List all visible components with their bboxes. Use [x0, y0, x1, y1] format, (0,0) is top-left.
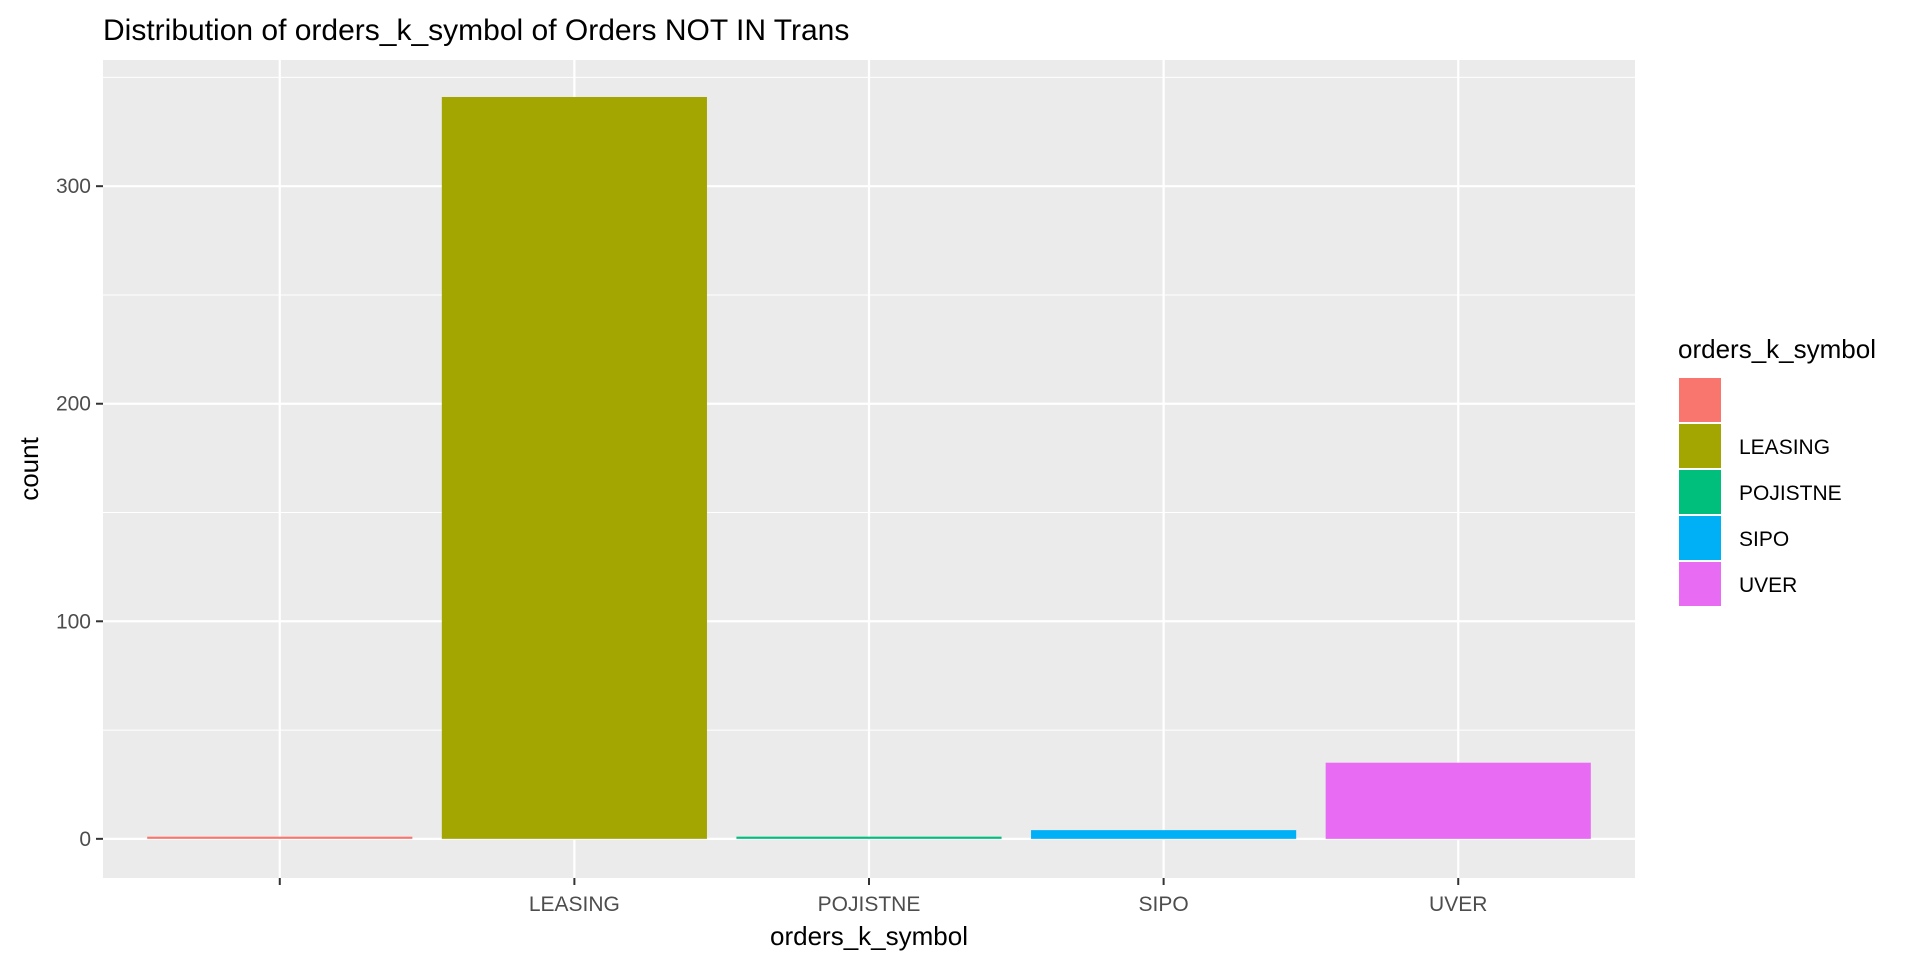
legend: orders_k_symbol LEASING POJISTNE SIPO UVER — [1677, 334, 1876, 608]
legend-title: orders_k_symbol — [1678, 334, 1876, 364]
bar-uver — [1325, 762, 1591, 839]
legend-key — [1677, 468, 1723, 516]
bar-sipo — [1031, 830, 1297, 839]
y-axis: 0 100 200 300 — [56, 175, 103, 851]
legend-key — [1677, 514, 1723, 562]
x-tick-label: SIPO — [1139, 893, 1189, 916]
legend-label: POJISTNE — [1739, 482, 1842, 505]
y-tick-label: 100 — [56, 610, 91, 633]
bars — [147, 96, 1591, 839]
bar-blank — [147, 836, 413, 839]
legend-key — [1677, 560, 1723, 608]
x-tick-label: POJISTNE — [818, 893, 921, 916]
bar-leasing — [441, 96, 707, 839]
x-axis-title: orders_k_symbol — [770, 921, 968, 951]
chart-title: Distribution of orders_k_symbol of Order… — [103, 14, 849, 47]
legend-label: UVER — [1739, 574, 1797, 597]
y-axis-title: count — [14, 436, 44, 500]
legend-key — [1677, 422, 1723, 470]
y-tick-label: 0 — [79, 828, 91, 851]
y-tick-label: 300 — [56, 175, 91, 198]
y-tick-label: 200 — [56, 393, 91, 416]
legend-label: LEASING — [1739, 436, 1830, 459]
x-axis: LEASING POJISTNE SIPO UVER — [278, 878, 1487, 916]
legend-label: SIPO — [1739, 528, 1789, 551]
x-tick-label: UVER — [1429, 893, 1487, 916]
legend-key — [1677, 376, 1723, 424]
x-tick-label: LEASING — [529, 893, 620, 916]
bar-pojistne — [736, 836, 1002, 839]
